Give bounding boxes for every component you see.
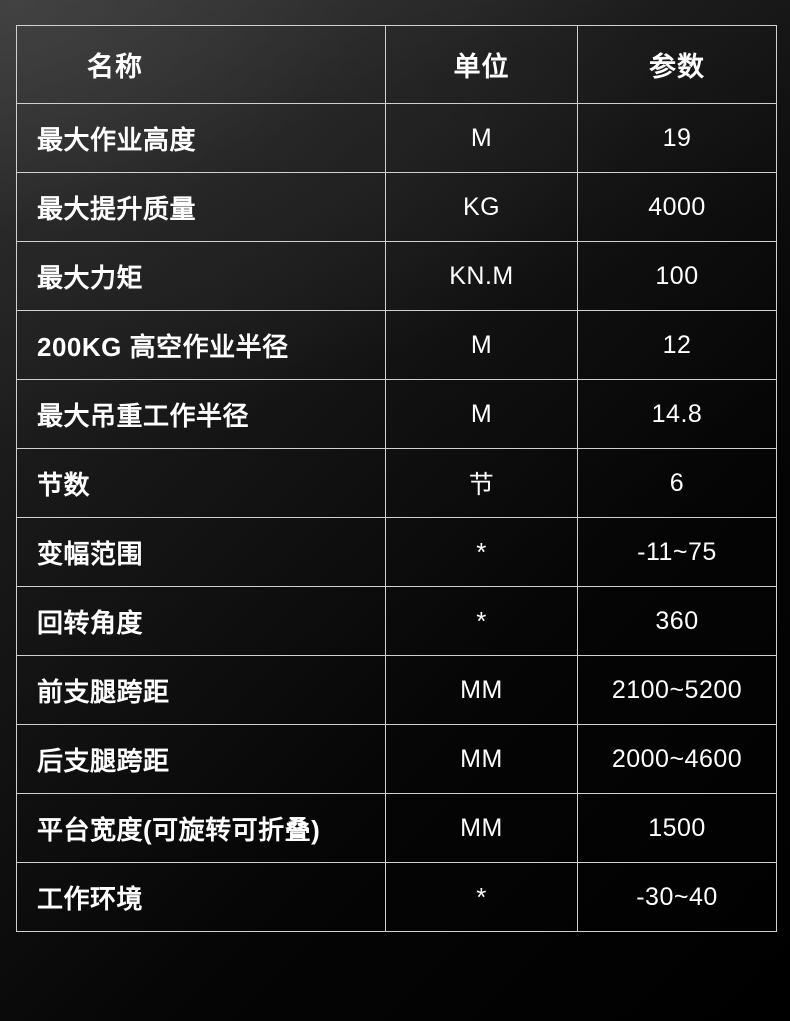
- row-parameter: 1500: [577, 793, 777, 863]
- table-body: 名称 单位 参数 最大作业高度 M 19 最大提升质量 KG 4000 最大力矩…: [16, 25, 777, 932]
- table-row: 平台宽度(可旋转可折叠) MM 1500: [16, 793, 777, 863]
- row-parameter: 12: [577, 310, 777, 380]
- row-unit: *: [385, 586, 578, 656]
- row-unit: M: [385, 103, 578, 173]
- row-unit: KG: [385, 172, 578, 242]
- row-unit: KN.M: [385, 241, 578, 311]
- row-name: 最大力矩: [16, 241, 386, 311]
- column-header-unit: 单位: [385, 25, 578, 104]
- row-unit: M: [385, 379, 578, 449]
- column-header-name: 名称: [16, 25, 386, 104]
- table-row: 工作环境 * -30~40: [16, 862, 777, 932]
- row-name: 回转角度: [16, 586, 386, 656]
- row-name: 最大作业高度: [16, 103, 386, 173]
- row-name: 变幅范围: [16, 517, 386, 587]
- row-parameter: 360: [577, 586, 777, 656]
- table-row: 变幅范围 * -11~75: [16, 517, 777, 587]
- row-unit: MM: [385, 655, 578, 725]
- table-row: 节数 节 6: [16, 448, 777, 518]
- table-row: 回转角度 * 360: [16, 586, 777, 656]
- table-row: 后支腿跨距 MM 2000~4600: [16, 724, 777, 794]
- row-name: 最大提升质量: [16, 172, 386, 242]
- row-parameter: 19: [577, 103, 777, 173]
- row-unit: M: [385, 310, 578, 380]
- row-name: 平台宽度(可旋转可折叠): [16, 793, 386, 863]
- column-header-parameter: 参数: [577, 25, 777, 104]
- table-row: 最大力矩 KN.M 100: [16, 241, 777, 311]
- row-name: 后支腿跨距: [16, 724, 386, 794]
- row-parameter: -11~75: [577, 517, 777, 587]
- table-row: 最大提升质量 KG 4000: [16, 172, 777, 242]
- table-row: 最大吊重工作半径 M 14.8: [16, 379, 777, 449]
- row-unit: *: [385, 517, 578, 587]
- row-unit: *: [385, 862, 578, 932]
- specification-table: 名称 单位 参数 最大作业高度 M 19 最大提升质量 KG 4000 最大力矩…: [16, 25, 777, 932]
- table-row: 200KG 高空作业半径 M 12: [16, 310, 777, 380]
- table-row: 前支腿跨距 MM 2100~5200: [16, 655, 777, 725]
- row-unit: MM: [385, 724, 578, 794]
- row-parameter: 14.8: [577, 379, 777, 449]
- table-row: 最大作业高度 M 19: [16, 103, 777, 173]
- row-name: 工作环境: [16, 862, 386, 932]
- row-parameter: 2000~4600: [577, 724, 777, 794]
- row-unit: 节: [385, 448, 578, 518]
- row-name: 200KG 高空作业半径: [16, 310, 386, 380]
- row-unit: MM: [385, 793, 578, 863]
- specification-table-container: 名称 单位 参数 最大作业高度 M 19 最大提升质量 KG 4000 最大力矩…: [16, 25, 777, 932]
- row-name: 节数: [16, 448, 386, 518]
- row-name: 前支腿跨距: [16, 655, 386, 725]
- row-parameter: 6: [577, 448, 777, 518]
- row-parameter: -30~40: [577, 862, 777, 932]
- table-header-row: 名称 单位 参数: [16, 25, 777, 104]
- row-name: 最大吊重工作半径: [16, 379, 386, 449]
- row-parameter: 100: [577, 241, 777, 311]
- row-parameter: 4000: [577, 172, 777, 242]
- row-parameter: 2100~5200: [577, 655, 777, 725]
